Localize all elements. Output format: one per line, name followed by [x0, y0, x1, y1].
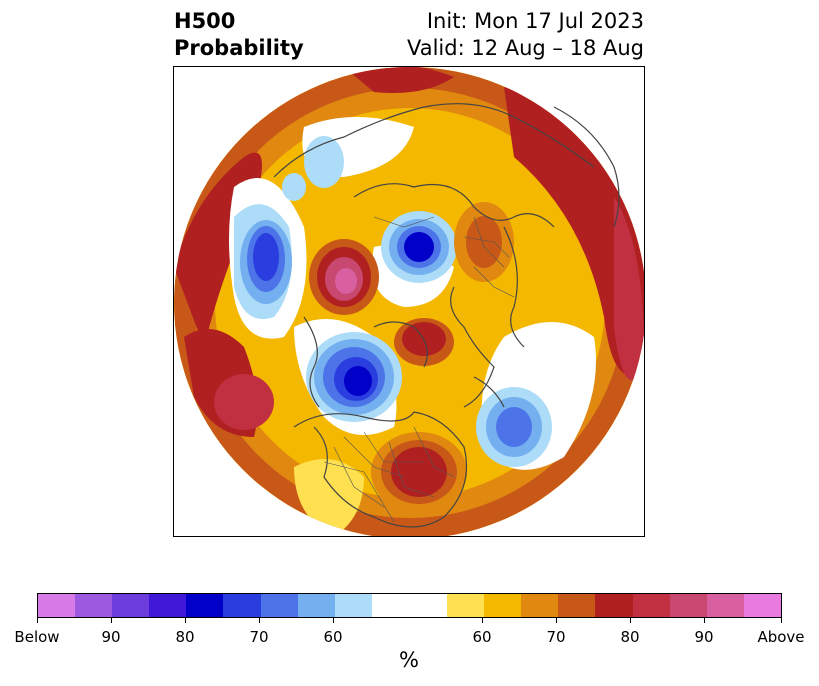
colorbar-swatch: [334, 594, 372, 617]
colorbar-tick-mark: [482, 618, 483, 623]
probability-map: [173, 66, 645, 537]
colorbar-swatch: [521, 594, 559, 617]
colorbar-tick-mark: [704, 618, 705, 623]
colorbar-tick-label: 70: [546, 628, 566, 646]
colorbar-tick-mark: [630, 618, 631, 623]
map-title-right: Init: Mon 17 Jul 2023 Valid: 12 Aug – 18…: [407, 8, 644, 62]
colorbar-swatch: [743, 594, 781, 617]
colorbar-swatch: [558, 594, 596, 617]
colorbar-swatch: [75, 594, 113, 617]
colorbar-swatch: [669, 594, 707, 617]
colorbar-unit-label: %: [399, 648, 419, 672]
colorbar-swatch: [38, 594, 76, 617]
colorbar-swatch: [186, 594, 224, 617]
colorbar-tick-mark: [111, 618, 112, 623]
colorbar-tick-mark: [185, 618, 186, 623]
colorbar-tick-mark: [781, 618, 782, 623]
coastlines: [273, 103, 620, 528]
colorbar-tick-mark: [556, 618, 557, 623]
colorbar-swatch: [260, 594, 298, 617]
probability-colorbar: [37, 593, 782, 618]
state-borders: [323, 216, 515, 523]
colorbar-tick-label: 60: [323, 628, 343, 646]
variable-label: H500: [174, 9, 236, 33]
colorbar-swatch: [447, 594, 485, 617]
colorbar-swatch: [112, 594, 150, 617]
colorbar-tick-label: 80: [175, 628, 195, 646]
colorbar-swatch: [371, 594, 448, 617]
colorbar-tick-mark: [333, 618, 334, 623]
colorbar-tick-mark: [259, 618, 260, 623]
product-label: Probability: [174, 36, 304, 60]
init-date-label: Init: Mon 17 Jul 2023: [426, 9, 644, 33]
colorbar-swatch: [149, 594, 187, 617]
colorbar-tick-label: Below: [14, 628, 60, 646]
colorbar-swatch: [706, 594, 744, 617]
colorbar-swatch: [484, 594, 522, 617]
probability-field: [174, 67, 644, 536]
colorbar-tick-label: 60: [472, 628, 492, 646]
colorbar-tick-label: Above: [757, 628, 805, 646]
polar-map-svg: [174, 67, 644, 536]
colorbar-tick-label: 70: [249, 628, 269, 646]
colorbar-tick-label: 90: [694, 628, 714, 646]
colorbar-tick-label: 80: [620, 628, 640, 646]
colorbar-swatch: [595, 594, 633, 617]
map-title-left: H500 Probability: [174, 8, 304, 62]
colorbar-swatch: [297, 594, 335, 617]
colorbar-tick-mark: [37, 618, 38, 623]
valid-range-label: Valid: 12 Aug – 18 Aug: [406, 36, 644, 60]
colorbar-swatch: [632, 594, 670, 617]
colorbar-swatch: [223, 594, 261, 617]
colorbar-tick-label: 90: [101, 628, 121, 646]
